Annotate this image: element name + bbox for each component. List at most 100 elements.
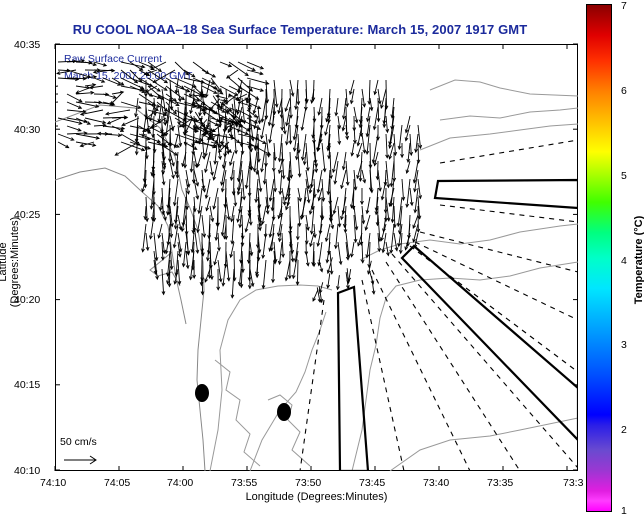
current-vector [261,97,267,123]
current-vector-head [385,154,389,159]
current-vector-head [267,122,272,127]
current-vector [398,223,403,247]
current-vector-head [297,222,302,228]
map-title: RU COOL NOAA–18 Sea Surface Temperature:… [72,22,528,37]
current-vector [192,141,217,147]
coastline [55,104,206,471]
current-vector-head [341,115,346,120]
current-vector-head [255,271,259,276]
current-vector-head [245,99,250,105]
current-vector [279,169,283,195]
current-vector [182,97,187,128]
current-vector [233,97,238,127]
current-vector [409,133,412,156]
current-vector-head [181,124,186,129]
current-vector [153,97,156,116]
current-vector [273,142,276,161]
current-vector-head [146,129,151,135]
current-vector [182,241,187,267]
current-vector [385,133,388,158]
current-vector [165,141,180,148]
current-vector [201,69,216,78]
current-vector-head [202,107,207,112]
current-vector [345,88,348,107]
current-vector [177,214,182,230]
current-vector-head [268,233,273,238]
current-vector-head [380,196,385,201]
current-vector-head [192,274,197,279]
current-vector [317,223,323,247]
current-vector [359,106,363,128]
current-vector [356,160,363,179]
current-vector [213,187,219,210]
current-vector [237,85,259,100]
current-vector-head [288,140,293,145]
current-vector-head [377,247,382,253]
current-vector-head [186,183,191,189]
current-vector [241,250,244,273]
current-vector-head [278,190,283,196]
current-vector [203,122,210,137]
current-vector [225,88,228,105]
current-vector [312,124,315,138]
current-vector [342,151,347,170]
current-vector-head [102,62,108,67]
current-vector [225,250,230,281]
current-vector-head [314,168,319,174]
current-vector [279,223,283,242]
current-vector [93,124,106,127]
current-vector [153,69,176,83]
current-vector-head [169,233,174,239]
current-vector-head [350,152,355,157]
current-vector-head [210,137,215,142]
current-vector-head [300,126,305,132]
current-vector-head [333,180,338,185]
current-vector-head [308,189,313,195]
current-vector-head [175,102,180,106]
x-tick-label: 74:00 [167,477,194,489]
current-vector [237,106,243,123]
current-vector-head [202,111,207,116]
current-vector-head [388,144,392,150]
x-tick-label: 73:40 [423,477,450,489]
current-vector [261,205,267,225]
current-vector-head [230,294,235,299]
current-vector-head [285,141,289,146]
current-vector [192,101,216,114]
current-vector-head [404,137,409,142]
current-vector-head [329,175,333,180]
current-vector [348,268,352,281]
current-vector-head [178,142,183,148]
current-vector [368,79,371,104]
current-vector [66,60,85,63]
current-vector-head [409,151,414,157]
current-vector-head [134,113,138,118]
x-tick-label: 73:55 [231,477,258,489]
current-vector [332,151,339,173]
current-vector-head [155,275,159,281]
current-vector [167,250,171,276]
current-vector-head [401,196,406,202]
current-vector [271,187,275,211]
current-vector [89,85,104,89]
current-vector [318,97,323,115]
current-vector-head [291,274,296,280]
x-tick-label: 74:05 [104,477,131,489]
current-vector-head [226,150,230,155]
current-vector-head [157,118,162,123]
current-vector [253,115,259,129]
current-vector [340,169,347,189]
current-vector [177,106,180,125]
current-vector-head [316,242,321,248]
current-vector [256,259,259,275]
current-vector [273,169,276,192]
current-vector-head [356,153,360,159]
current-vector [351,142,355,156]
current-vector-head [297,149,301,154]
current-vector-head [259,65,265,70]
current-vector [329,187,333,218]
current-vector-head [282,130,287,135]
current-vector [257,196,262,227]
current-vector-head [180,227,185,233]
current-vector-head [148,235,153,240]
